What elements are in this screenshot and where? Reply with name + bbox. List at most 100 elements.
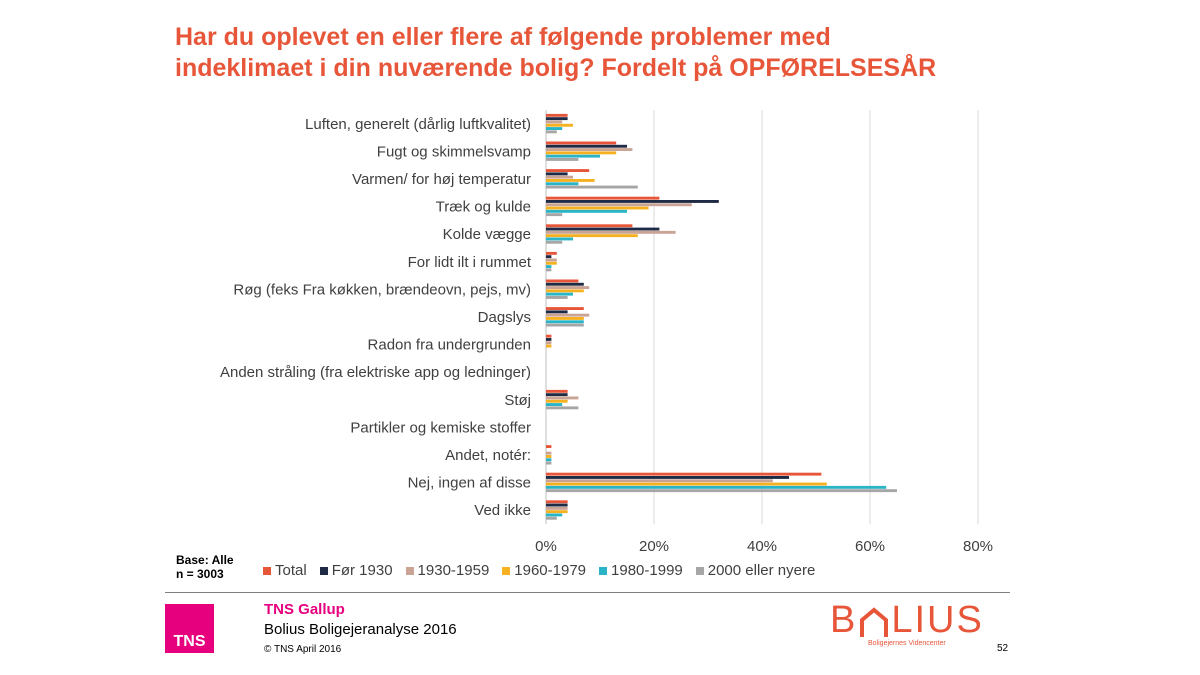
bar <box>546 200 719 203</box>
footer-divider <box>165 592 1010 593</box>
bar <box>546 461 552 465</box>
bar <box>546 130 557 134</box>
bar <box>546 234 638 238</box>
legend-swatch <box>695 566 704 575</box>
bar <box>546 251 557 255</box>
bar-chart: Luften, generelt (dårlig luftkvalitet) Fu… <box>220 110 993 555</box>
category-label: Røg (feks Fra køkken, brændeovn, pejs, m… <box>233 281 531 298</box>
bar <box>546 206 649 210</box>
bar <box>546 506 568 510</box>
bar <box>546 393 568 397</box>
x-tick-label: 20% <box>639 538 669 555</box>
bar <box>546 296 568 299</box>
bar <box>546 237 573 241</box>
tns-logo-text: TNS <box>173 633 206 650</box>
bar <box>546 213 563 217</box>
category-label: Ved ikke <box>474 502 531 519</box>
legend-swatch <box>502 566 511 575</box>
bar <box>546 476 789 479</box>
x-axis-ticks: 0% 20% 40% 60% 80% <box>535 538 993 555</box>
bar <box>546 320 584 324</box>
bolius-tagline: Boligejernes Videncenter <box>868 640 946 647</box>
bar <box>546 479 773 483</box>
x-tick-label: 80% <box>963 538 993 555</box>
bar <box>546 317 584 320</box>
bar <box>546 313 590 317</box>
legend-label: 1980-1999 <box>611 562 683 579</box>
category-label: Nej, ingen af disse <box>408 475 531 492</box>
bar <box>546 154 600 158</box>
footer-report-title: Bolius Boligejeranalyse 2016 <box>264 621 457 638</box>
bolius-letters-lius: LIUS <box>891 599 984 641</box>
legend-item: 1960-1979 <box>502 562 586 579</box>
bar <box>546 455 552 458</box>
legend-item: Før 1930 <box>319 562 393 579</box>
category-label: Radon fra undergrunden <box>368 337 531 354</box>
bar <box>546 323 584 327</box>
bar <box>546 172 568 176</box>
bar <box>546 127 563 130</box>
category-label: Andet, notér: <box>445 447 531 464</box>
category-label: Fugt og skimmelsvamp <box>377 143 531 160</box>
legend-label: 2000 eller nyere <box>707 562 816 579</box>
bar <box>546 258 557 262</box>
bar <box>546 399 568 403</box>
bar <box>546 396 579 400</box>
legend-item: 2000 eller nyere <box>695 562 816 579</box>
x-tick-label: 0% <box>535 538 557 555</box>
bar <box>546 224 633 228</box>
bar <box>546 113 568 117</box>
bar <box>546 123 573 127</box>
legend-swatch <box>319 566 328 575</box>
bars-layer <box>546 113 897 520</box>
bar <box>546 151 617 155</box>
bar <box>546 141 617 145</box>
bar <box>546 445 552 448</box>
bar <box>546 503 568 507</box>
bar <box>546 513 563 517</box>
bar <box>546 265 552 268</box>
bar <box>546 158 579 161</box>
legend-item: 1930-1959 <box>405 562 489 579</box>
bar <box>546 144 627 148</box>
bar <box>546 344 552 348</box>
bar <box>546 389 568 393</box>
page-number: 52 <box>997 643 1009 654</box>
bar <box>546 185 638 189</box>
bar <box>546 516 557 520</box>
bar <box>546 334 552 338</box>
bar <box>546 279 579 283</box>
x-tick-label: 40% <box>747 538 777 555</box>
tns-logo: TNS <box>165 604 214 653</box>
chart-title: Har du oplevet en eller flere af følgend… <box>175 22 1075 84</box>
bar <box>546 182 579 186</box>
house-icon <box>860 607 889 637</box>
legend-swatch <box>599 566 608 575</box>
bar <box>546 261 557 265</box>
bar <box>546 338 552 341</box>
bar <box>546 240 563 244</box>
grid-layer <box>545 110 979 524</box>
bar <box>546 175 573 179</box>
bar <box>546 179 595 182</box>
bar <box>546 482 827 486</box>
bar <box>546 485 887 489</box>
base-note: Base: Alle n = 3003 <box>176 553 234 581</box>
legend-item: 1980-1999 <box>599 562 683 579</box>
category-label: Varmen/ for høj temperatur <box>352 171 531 188</box>
legend-label: 1960-1979 <box>514 562 587 579</box>
bar <box>546 307 584 310</box>
legend-label: Før 1930 <box>331 562 393 579</box>
bar <box>546 286 590 289</box>
bar <box>546 196 660 200</box>
bar <box>546 230 676 234</box>
bar <box>546 403 563 406</box>
category-label: Anden stråling (fra elektriske app og le… <box>220 364 531 381</box>
bar <box>546 451 552 455</box>
legend-swatch <box>263 566 271 575</box>
footer-copyright: © TNS April 2016 <box>264 644 342 655</box>
legend-label: Total <box>275 562 307 579</box>
bar <box>546 292 573 296</box>
bolius-logo: B LIUS Boligejernes Videncenter <box>830 600 990 647</box>
bar <box>546 458 552 462</box>
